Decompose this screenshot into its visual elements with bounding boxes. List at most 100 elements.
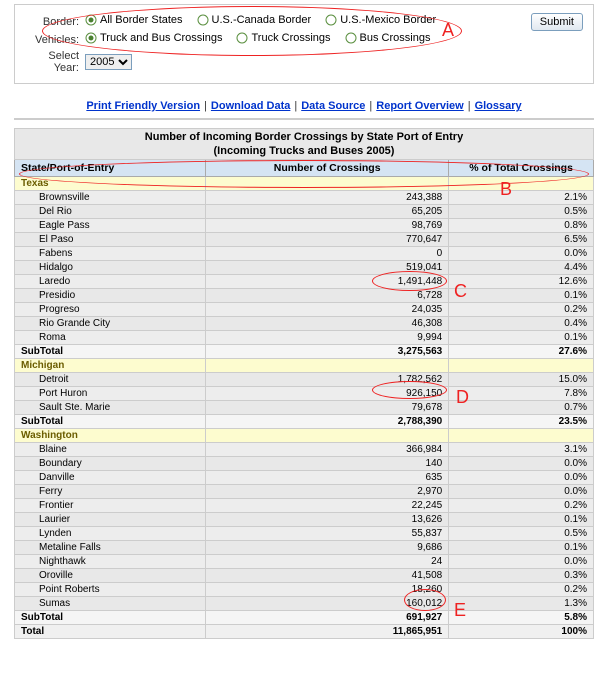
vehicles-row: Vehicles: Truck and Bus CrossingsTruck C… — [25, 32, 583, 47]
port-cell: Hidalgo — [15, 261, 206, 275]
port-cell: Rio Grande City — [15, 317, 206, 331]
crossings-cell: 519,041 — [206, 261, 449, 275]
port-cell: Lynden — [15, 527, 206, 541]
table-row: Ferry2,9700.0% — [15, 485, 594, 499]
total-n: 11,865,951 — [206, 625, 449, 639]
border-option-0[interactable]: All Border States — [85, 14, 183, 26]
link-data-source[interactable]: Data Source — [301, 100, 365, 112]
crossings-cell: 0 — [206, 247, 449, 261]
crossings-cell: 22,245 — [206, 499, 449, 513]
crossings-cell: 79,678 — [206, 401, 449, 415]
pct-cell: 1.3% — [449, 597, 594, 611]
pct-cell: 0.0% — [449, 457, 594, 471]
table-row: Detroit1,782,56215.0% — [15, 373, 594, 387]
port-cell: Sault Ste. Marie — [15, 401, 206, 415]
port-cell: Frontier — [15, 499, 206, 513]
state-name: Michigan — [15, 359, 206, 373]
crossings-cell: 926,150 — [206, 387, 449, 401]
pct-cell: 4.4% — [449, 261, 594, 275]
links-bar: Print Friendly Version|Download Data|Dat… — [14, 100, 594, 120]
crossings-cell: 24,035 — [206, 303, 449, 317]
crossings-cell: 41,508 — [206, 569, 449, 583]
crossings-cell: 9,686 — [206, 541, 449, 555]
radio-label: U.S.-Canada Border — [212, 14, 312, 26]
subtotal-label: SubTotal — [15, 345, 206, 359]
pct-cell: 0.5% — [449, 205, 594, 219]
crossings-cell: 55,837 — [206, 527, 449, 541]
subtotal-row: SubTotal3,275,56327.6% — [15, 345, 594, 359]
col-port: State/Port-of-Entry — [15, 160, 206, 177]
pct-cell: 0.2% — [449, 303, 594, 317]
total-row: Total11,865,951100% — [15, 625, 594, 639]
vehicles-option-0[interactable]: Truck and Bus Crossings — [85, 32, 222, 44]
port-cell: Oroville — [15, 569, 206, 583]
year-select[interactable]: 2005 — [85, 54, 132, 70]
vehicles-option-1[interactable]: Truck Crossings — [236, 32, 330, 44]
subtotal-label: SubTotal — [15, 611, 206, 625]
table-row: Nighthawk240.0% — [15, 555, 594, 569]
pct-cell: 7.8% — [449, 387, 594, 401]
pct-cell: 0.0% — [449, 485, 594, 499]
link-download-data[interactable]: Download Data — [211, 100, 290, 112]
table-row: Rio Grande City46,3080.4% — [15, 317, 594, 331]
table-row: Oroville41,5080.3% — [15, 569, 594, 583]
link-sep: | — [294, 100, 297, 112]
port-cell: Brownsville — [15, 191, 206, 205]
crossings-cell: 366,984 — [206, 443, 449, 457]
port-cell: Blaine — [15, 443, 206, 457]
crossings-cell: 160,012 — [206, 597, 449, 611]
border-option-1[interactable]: U.S.-Canada Border — [197, 14, 312, 26]
crossings-cell: 2,970 — [206, 485, 449, 499]
crossings-cell: 635 — [206, 471, 449, 485]
crossings-cell: 65,205 — [206, 205, 449, 219]
crossings-cell: 13,626 — [206, 513, 449, 527]
port-cell: Presidio — [15, 289, 206, 303]
state-row: Washington — [15, 429, 594, 443]
subtotal-pct: 23.5% — [449, 415, 594, 429]
crossings-cell: 46,308 — [206, 317, 449, 331]
table-row: Progreso24,0350.2% — [15, 303, 594, 317]
port-cell: Laredo — [15, 275, 206, 289]
table-row: El Paso770,6476.5% — [15, 233, 594, 247]
col-crossings: Number of Crossings — [206, 160, 449, 177]
state-row: Michigan — [15, 359, 594, 373]
crossings-cell: 243,388 — [206, 191, 449, 205]
port-cell: Fabens — [15, 247, 206, 261]
table-row: Laredo1,491,44812.6% — [15, 275, 594, 289]
port-cell: Nighthawk — [15, 555, 206, 569]
border-row: Border: All Border States U.S.-Canada Bor… — [25, 14, 583, 29]
border-label: Border: — [25, 16, 85, 28]
pct-cell: 0.7% — [449, 401, 594, 415]
link-report-overview[interactable]: Report Overview — [376, 100, 463, 112]
pct-cell: 0.1% — [449, 331, 594, 345]
table-header-row: State/Port-of-Entry Number of Crossings … — [15, 160, 594, 177]
pct-cell: 0.2% — [449, 499, 594, 513]
table-row: Lynden55,8370.5% — [15, 527, 594, 541]
port-cell: El Paso — [15, 233, 206, 247]
table-row: Danville6350.0% — [15, 471, 594, 485]
crossings-cell: 1,782,562 — [206, 373, 449, 387]
subtotal-row: SubTotal2,788,39023.5% — [15, 415, 594, 429]
crossings-cell: 6,728 — [206, 289, 449, 303]
table-row: Presidio6,7280.1% — [15, 289, 594, 303]
port-cell: Roma — [15, 331, 206, 345]
port-cell: Detroit — [15, 373, 206, 387]
link-glossary[interactable]: Glossary — [475, 100, 522, 112]
link-print-friendly-version[interactable]: Print Friendly Version — [86, 100, 200, 112]
table-row: Blaine366,9843.1% — [15, 443, 594, 457]
table-row: Eagle Pass98,7690.8% — [15, 219, 594, 233]
port-cell: Eagle Pass — [15, 219, 206, 233]
pct-cell: 0.3% — [449, 569, 594, 583]
vehicles-option-2[interactable]: Bus Crossings — [345, 32, 431, 44]
subtotal-pct: 5.8% — [449, 611, 594, 625]
table-row: Fabens00.0% — [15, 247, 594, 261]
port-cell: Metaline Falls — [15, 541, 206, 555]
port-cell: Laurier — [15, 513, 206, 527]
pct-cell: 2.1% — [449, 191, 594, 205]
submit-button[interactable]: Submit — [531, 13, 583, 31]
total-label: Total — [15, 625, 206, 639]
radio-label: Truck and Bus Crossings — [100, 32, 222, 44]
pct-cell: 0.0% — [449, 247, 594, 261]
border-option-2[interactable]: U.S.-Mexico Border — [325, 14, 436, 26]
pct-cell: 0.8% — [449, 219, 594, 233]
